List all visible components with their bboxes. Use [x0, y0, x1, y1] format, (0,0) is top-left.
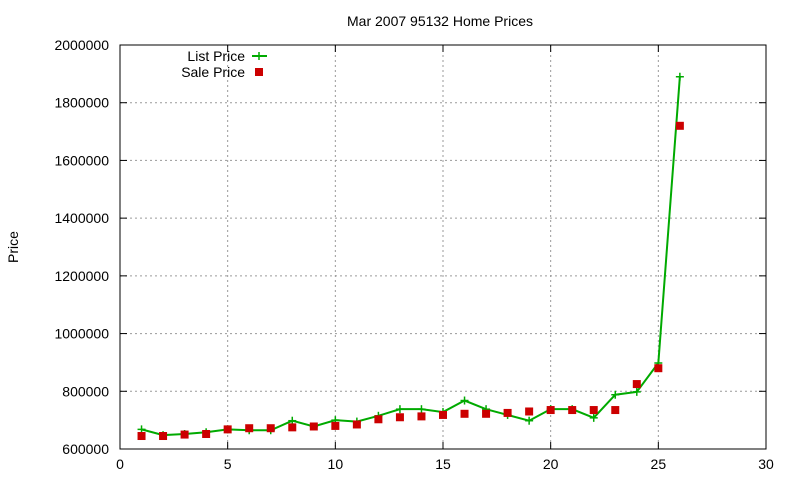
x-tick-label: 20	[543, 456, 559, 472]
sale-price-point	[417, 412, 426, 421]
legend-label: Sale Price	[181, 64, 245, 80]
x-tick-label: 0	[116, 456, 124, 472]
list-price-point	[632, 387, 641, 396]
sale-price-point	[546, 406, 555, 415]
list-price-point	[589, 413, 598, 422]
x-tick-label: 15	[435, 456, 451, 472]
sale-price-point	[395, 413, 404, 422]
x-tick-label: 5	[224, 456, 232, 472]
sale-price-point	[331, 421, 340, 430]
sale-price-point	[632, 380, 641, 389]
y-tick-label: 800000	[62, 383, 109, 399]
sale-price-point	[460, 409, 469, 418]
sale-price-point	[245, 424, 254, 433]
list-price-point	[460, 396, 469, 405]
sale-price-point	[352, 420, 361, 429]
data-series	[137, 72, 684, 441]
sale-price-point	[568, 406, 577, 415]
list-price-point	[417, 405, 426, 414]
sale-price-point	[223, 425, 232, 434]
sale-price-point	[654, 364, 663, 373]
sale-price-point	[374, 415, 383, 424]
sale-price-point	[137, 432, 146, 441]
x-tick-label: 10	[328, 456, 344, 472]
legend-cross-swatch	[255, 52, 263, 60]
sale-price-point	[525, 407, 534, 416]
y-tick-label: 1800000	[54, 95, 109, 111]
chart-title: Mar 2007 95132 Home Prices	[347, 13, 533, 29]
y-axis-label: Price	[5, 231, 21, 263]
legend-label: List Price	[187, 48, 245, 64]
y-tick-label: 1000000	[54, 326, 109, 342]
y-tick-label: 600000	[62, 441, 109, 457]
list-price-point	[611, 390, 620, 399]
sale-price-point	[589, 406, 598, 415]
sale-price-point	[309, 422, 318, 431]
sale-price-point	[288, 423, 297, 432]
legend-square-swatch	[255, 68, 263, 76]
series-list-price	[137, 72, 684, 440]
y-tick-label: 1400000	[54, 210, 109, 226]
sale-price-point	[180, 430, 189, 439]
sale-price-point	[202, 429, 211, 438]
grid-lines	[120, 45, 766, 449]
series-sale-price	[137, 121, 684, 441]
list-price-line	[141, 76, 681, 437]
sale-price-point	[611, 406, 620, 415]
y-tick-label: 2000000	[54, 37, 109, 53]
sale-price-point	[439, 410, 447, 419]
x-tick-label: 30	[758, 456, 774, 472]
axis-ticks: 0 5 10 15 20 25 30 600000 800000 1000000 1200000 14…	[54, 37, 774, 472]
list-price-point	[395, 405, 404, 414]
sale-price-point	[266, 424, 275, 433]
y-tick-label: 1600000	[54, 152, 109, 168]
sale-price-point	[503, 408, 512, 417]
x-tick-label: 25	[651, 456, 667, 472]
list-price-point	[525, 416, 534, 425]
sale-price-point	[675, 121, 684, 130]
list-price-point	[675, 72, 684, 81]
sale-price-point	[159, 432, 168, 441]
sale-price-point	[482, 409, 491, 418]
y-tick-label: 1200000	[54, 268, 109, 284]
